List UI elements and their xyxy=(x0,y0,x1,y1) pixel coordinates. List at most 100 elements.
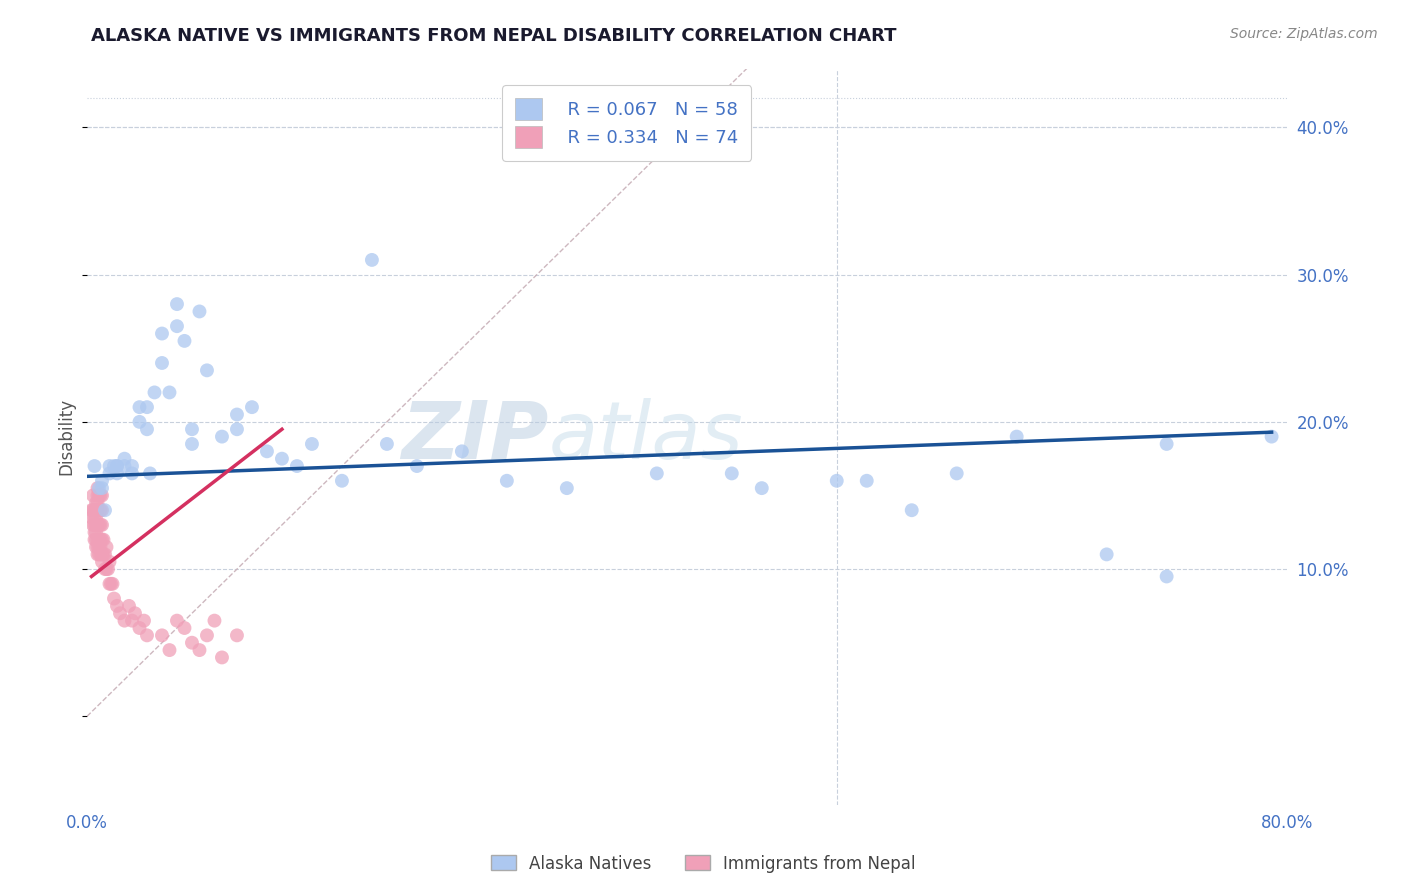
Point xyxy=(87,481,110,495)
Point xyxy=(645,467,668,481)
Point xyxy=(825,474,848,488)
Point xyxy=(195,628,218,642)
Point xyxy=(173,334,195,348)
Point xyxy=(124,607,146,621)
Point xyxy=(121,614,143,628)
Point xyxy=(496,474,519,488)
Point xyxy=(91,517,114,532)
Point xyxy=(86,517,108,532)
Point xyxy=(195,363,218,377)
Point xyxy=(89,503,111,517)
Point xyxy=(98,467,121,481)
Point xyxy=(114,614,136,628)
Point xyxy=(86,548,108,562)
Point xyxy=(84,525,107,540)
Point xyxy=(1260,429,1282,443)
Point xyxy=(166,614,188,628)
Point xyxy=(285,458,308,473)
Point xyxy=(89,533,111,547)
Point xyxy=(128,400,150,414)
Point xyxy=(103,591,125,606)
Point xyxy=(1156,569,1178,583)
Point xyxy=(83,525,105,540)
Point xyxy=(150,356,173,370)
Point xyxy=(361,252,384,267)
Point xyxy=(330,474,353,488)
Point xyxy=(118,599,141,613)
Point xyxy=(80,510,103,524)
Point xyxy=(181,437,204,451)
Point xyxy=(94,562,117,576)
Point xyxy=(226,628,249,642)
Point xyxy=(82,517,104,532)
Point xyxy=(128,621,150,635)
Legend:   R = 0.067   N = 58,   R = 0.334   N = 74: R = 0.067 N = 58, R = 0.334 N = 74 xyxy=(502,85,751,161)
Point xyxy=(89,517,111,532)
Point xyxy=(181,422,204,436)
Point xyxy=(83,533,105,547)
Point xyxy=(173,621,195,635)
Point xyxy=(83,458,105,473)
Point xyxy=(91,481,114,495)
Text: Source: ZipAtlas.com: Source: ZipAtlas.com xyxy=(1230,27,1378,41)
Point xyxy=(98,458,121,473)
Point xyxy=(93,548,115,562)
Point xyxy=(84,533,107,547)
Point xyxy=(87,548,110,562)
Point xyxy=(128,415,150,429)
Point xyxy=(105,458,128,473)
Point xyxy=(240,400,263,414)
Text: ZIP: ZIP xyxy=(402,398,548,475)
Point xyxy=(108,607,131,621)
Point xyxy=(83,510,105,524)
Point xyxy=(204,614,226,628)
Point xyxy=(86,540,108,554)
Point xyxy=(375,437,398,451)
Point xyxy=(301,437,323,451)
Point xyxy=(103,458,125,473)
Point xyxy=(150,326,173,341)
Point xyxy=(100,577,122,591)
Point xyxy=(84,496,107,510)
Point xyxy=(87,488,110,502)
Point xyxy=(87,503,110,517)
Point xyxy=(114,458,136,473)
Point xyxy=(166,297,188,311)
Point xyxy=(132,614,155,628)
Point xyxy=(406,458,429,473)
Point xyxy=(98,577,121,591)
Point xyxy=(101,577,124,591)
Point xyxy=(451,444,474,458)
Point xyxy=(98,555,121,569)
Point xyxy=(188,643,211,657)
Point xyxy=(188,304,211,318)
Point xyxy=(83,517,105,532)
Point xyxy=(105,458,128,473)
Point xyxy=(105,599,128,613)
Point xyxy=(751,481,773,495)
Point xyxy=(86,481,108,495)
Point xyxy=(211,650,233,665)
Point xyxy=(226,422,249,436)
Point xyxy=(150,628,173,642)
Legend: Alaska Natives, Immigrants from Nepal: Alaska Natives, Immigrants from Nepal xyxy=(484,848,922,880)
Point xyxy=(86,488,108,502)
Text: ALASKA NATIVE VS IMMIGRANTS FROM NEPAL DISABILITY CORRELATION CHART: ALASKA NATIVE VS IMMIGRANTS FROM NEPAL D… xyxy=(91,27,897,45)
Point xyxy=(121,458,143,473)
Point xyxy=(1005,429,1028,443)
Point xyxy=(181,636,204,650)
Text: atlas: atlas xyxy=(548,398,744,475)
Point xyxy=(226,408,249,422)
Point xyxy=(94,548,117,562)
Point xyxy=(1095,548,1118,562)
Point xyxy=(91,503,114,517)
Point xyxy=(121,467,143,481)
Point xyxy=(1156,437,1178,451)
Point xyxy=(86,533,108,547)
Point xyxy=(159,385,181,400)
Point xyxy=(136,422,159,436)
Point xyxy=(94,503,117,517)
Point xyxy=(84,503,107,517)
Point xyxy=(720,467,742,481)
Point xyxy=(91,533,114,547)
